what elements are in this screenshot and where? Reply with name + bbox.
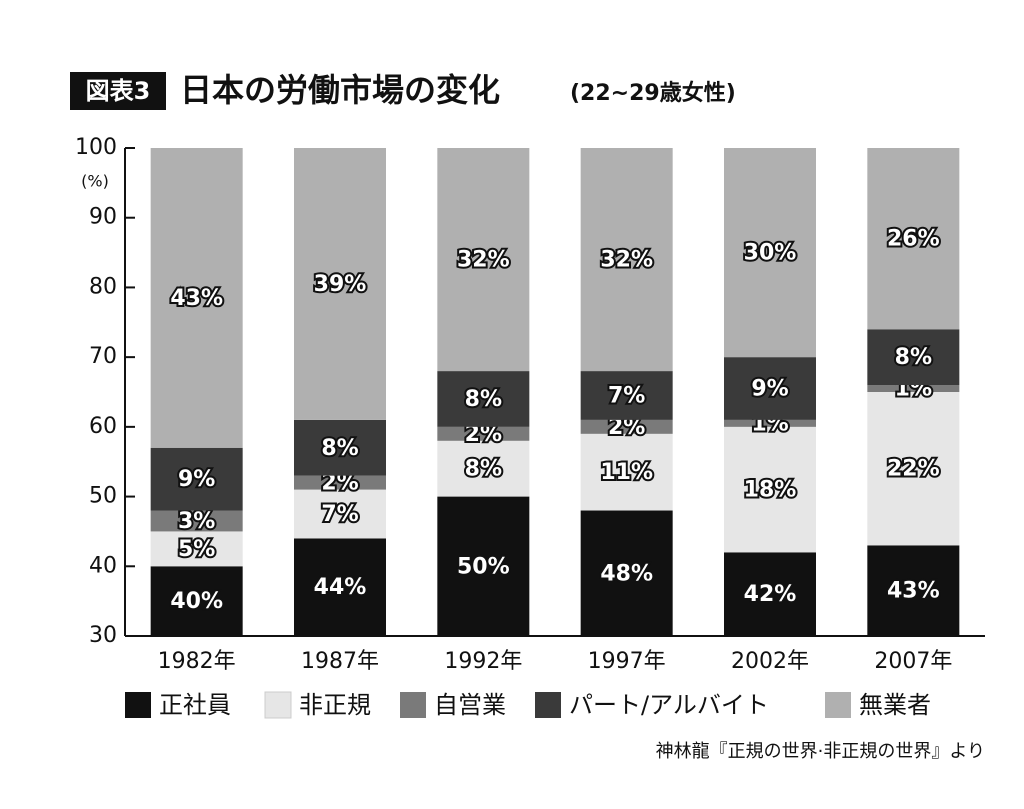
- bar-segment: [580, 433, 673, 511]
- chart-subtitle: (22~29歳女性): [570, 80, 736, 106]
- bar-segment: [724, 148, 816, 358]
- bar-segment: [437, 426, 530, 441]
- y-axis-label: (%): [81, 172, 109, 191]
- legend-label: 自営業: [434, 691, 506, 719]
- value-label: 5%: [178, 537, 215, 562]
- legend-swatch: [825, 692, 851, 718]
- value-label: 9%: [178, 467, 215, 492]
- y-tick-label: 30: [89, 623, 117, 648]
- bar-segment: [580, 371, 673, 420]
- bar-segment: [437, 496, 530, 636]
- bar-segment: [294, 538, 386, 636]
- y-tick-label: 100: [75, 135, 117, 160]
- bar-segment: [867, 545, 960, 636]
- bar-segment: [867, 385, 960, 392]
- source: 神林龍『正規の世界·非正規の世界』より: [656, 741, 985, 762]
- y-tick-label: 50: [89, 484, 117, 509]
- x-tick-label: 2002年: [731, 649, 809, 674]
- y-tick-label: 60: [89, 414, 117, 439]
- value-label: 42%: [744, 582, 797, 607]
- y-tick-label: 80: [89, 274, 117, 299]
- value-label: 11%: [600, 460, 653, 485]
- bar-segment: [437, 371, 530, 427]
- value-label: 40%: [170, 589, 223, 614]
- bar-segment: [150, 566, 243, 636]
- value-label: 39%: [314, 272, 367, 297]
- bar-segment: [437, 440, 530, 497]
- value-label: 8%: [465, 387, 502, 412]
- bar-segment: [150, 510, 243, 532]
- legend-label: パート/アルバイト: [569, 691, 769, 719]
- bar-segment: [437, 148, 530, 372]
- bar-segment: [150, 531, 243, 567]
- value-label: 50%: [457, 554, 510, 579]
- value-label: 8%: [321, 436, 358, 461]
- legend-swatch: [264, 691, 292, 719]
- bar-segment: [724, 419, 816, 427]
- value-label: 7%: [608, 383, 645, 408]
- value-label: 8%: [465, 457, 502, 482]
- value-label: 44%: [314, 575, 367, 600]
- bar-segment: [867, 392, 960, 546]
- bar-segment: [867, 329, 960, 386]
- x-tick-label: 1997年: [588, 649, 666, 674]
- value-label: 48%: [600, 561, 653, 586]
- bar-segment: [580, 419, 673, 434]
- value-label: 3%: [178, 509, 215, 534]
- bar-segment: [150, 447, 243, 511]
- value-label: 26%: [887, 227, 940, 252]
- value-label: 18%: [744, 478, 797, 503]
- y-tick-label: 70: [89, 344, 117, 369]
- bar-segment: [580, 148, 673, 372]
- legend-label: 非正規: [299, 691, 371, 719]
- value-label: 8%: [895, 345, 932, 370]
- y-tick-label: 90: [89, 205, 117, 230]
- x-tick-label: 2007年: [874, 649, 952, 674]
- x-tick-label: 1982年: [158, 649, 236, 674]
- bar-segment: [724, 426, 816, 553]
- value-label: 43%: [887, 579, 940, 604]
- value-label: 43%: [170, 286, 223, 311]
- legend-label: 正社員: [159, 691, 231, 719]
- legend-label: 無業者: [859, 691, 931, 719]
- bar-segment: [294, 489, 386, 539]
- bar-segment: [294, 148, 386, 420]
- bar-segment: [150, 148, 243, 448]
- badge: 図表3: [86, 77, 151, 105]
- value-label: 32%: [600, 248, 653, 273]
- y-tick-label: 40: [89, 553, 117, 578]
- bar-segment: [724, 552, 816, 636]
- value-label: 22%: [887, 457, 940, 482]
- value-label: 9%: [751, 377, 788, 402]
- bar-segment: [867, 148, 960, 330]
- bar-segment: [294, 419, 386, 476]
- legend-swatch: [535, 692, 561, 718]
- bar-segment: [294, 475, 386, 490]
- chart-title: 日本の労働市場の変化: [180, 71, 500, 109]
- bar-segment: [724, 357, 816, 420]
- x-tick-label: 1992年: [444, 649, 522, 674]
- legend-swatch: [125, 692, 151, 718]
- bar-segment: [580, 510, 673, 636]
- value-label: 7%: [321, 502, 358, 527]
- legend-swatch: [400, 692, 426, 718]
- value-label: 30%: [744, 241, 797, 266]
- x-tick-label: 1987年: [301, 649, 379, 674]
- badge-box: [70, 72, 166, 110]
- value-label: 32%: [457, 248, 510, 273]
